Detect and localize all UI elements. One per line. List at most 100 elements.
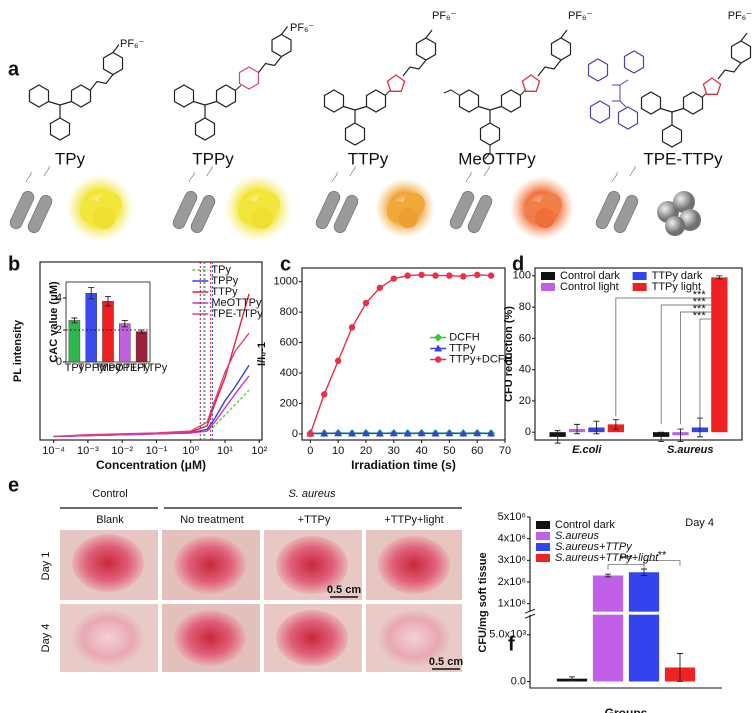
bar <box>135 331 148 363</box>
x-axis-label: Groups <box>605 706 648 713</box>
scale-bar-label: 0.5 cm <box>429 656 463 668</box>
x-tick-label: 60 <box>471 445 483 457</box>
y-tick-label: 0.0 <box>511 675 526 687</box>
y-tick-label: 40 <box>519 364 531 376</box>
x-tick-label: 10⁻² <box>111 445 133 457</box>
error-bar <box>658 431 665 443</box>
legend-label: Control dark <box>560 270 620 282</box>
plot-frame <box>301 267 506 441</box>
series-line <box>53 364 250 438</box>
y-tick-label: 2 <box>56 324 62 336</box>
marker <box>320 429 329 437</box>
axis-break <box>525 611 722 615</box>
bar <box>592 575 624 682</box>
x-tick-label: 10⁰ <box>182 445 199 457</box>
legend-label: Control dark <box>555 519 615 531</box>
column-header: No treatment <box>180 514 244 526</box>
y-tick-label: 2x10⁶ <box>498 576 526 588</box>
counterion: PF₆⁻ <box>568 10 592 22</box>
x-tick-label: 10¹ <box>217 445 233 457</box>
compound-name: MeOTTPy <box>458 149 536 168</box>
y-tick-label: 1000 <box>274 276 298 288</box>
x-tick-label: 20 <box>360 445 372 457</box>
y-tick-label: 0 <box>525 426 531 438</box>
legend-swatch <box>536 532 550 540</box>
error-bar <box>574 423 581 435</box>
legend-swatch <box>536 543 550 551</box>
x-tick-label: 10⁻³ <box>77 445 99 457</box>
y-tick-label: 60 <box>519 332 531 344</box>
significance-bracket <box>699 318 712 420</box>
significance-label: *** <box>693 303 707 315</box>
y-axis-label: CFU reduction (%) <box>503 306 515 402</box>
panel-label: c <box>280 253 291 275</box>
marker <box>334 429 343 437</box>
y-axis-label: I/I₀-1 <box>256 342 268 366</box>
y-tick-label: 1x10⁶ <box>498 598 526 610</box>
group-header: S. aureus <box>288 488 336 500</box>
bar <box>711 277 728 433</box>
y-axis-label: CFU/mg soft tissue <box>477 552 489 652</box>
legend-label: S.aureus+TTPy <box>555 541 633 553</box>
y-tick-label: 4 <box>56 292 62 304</box>
significance-bracket <box>615 297 712 417</box>
bar <box>102 301 114 363</box>
group-header: Control <box>92 488 127 500</box>
legend-swatch <box>541 272 555 280</box>
marker <box>361 429 370 437</box>
legend-label: MeOTTPy <box>211 297 262 309</box>
legend-label: TTPy light <box>652 281 702 293</box>
aggregate-illustrations <box>7 165 701 242</box>
annotation: Day 4 <box>685 517 714 529</box>
legend-marker <box>434 344 443 352</box>
legend-swatch <box>632 272 647 280</box>
legend-label: S.aureus <box>555 530 600 542</box>
x-axis-label: Concentration (μM) <box>96 458 206 472</box>
structure-tppy <box>175 27 292 141</box>
legend-swatch <box>536 521 550 529</box>
marker <box>487 272 495 279</box>
x-tick-label: 50 <box>443 445 455 457</box>
y-tick-label: 400 <box>280 367 298 379</box>
y-tick-label: 800 <box>280 306 298 318</box>
y-tick-label: 5x10⁶ <box>498 511 526 523</box>
y-tick-label: 5.0x10³ <box>489 629 526 641</box>
bar <box>85 293 97 363</box>
legend-marker <box>434 333 443 342</box>
error-bar <box>605 573 611 578</box>
compound-name: TTPy <box>348 149 389 168</box>
marker <box>403 429 412 437</box>
x-tick-label: 10⁻⁴ <box>42 445 65 457</box>
x-tick-label: MeOTTPy <box>100 362 151 374</box>
compound-name: TPy <box>55 149 86 168</box>
marker <box>348 429 357 437</box>
error-bar <box>88 287 95 300</box>
structure-tpy <box>30 45 123 141</box>
legend-label: TPPy <box>211 275 238 287</box>
y-tick-label: 100 <box>513 270 531 282</box>
marker <box>431 429 440 437</box>
legend-label: S.aureus+TTPy+light <box>555 552 659 564</box>
y-tick-label: 80 <box>519 301 531 313</box>
legend-swatch <box>632 283 647 291</box>
x-tick-label: TTPy <box>95 362 122 374</box>
marker <box>460 273 467 280</box>
y-tick-label: 0 <box>56 356 62 368</box>
marker <box>418 271 425 279</box>
structure-ttpy <box>325 30 436 145</box>
legend-label: TTPy+DCFH <box>449 353 512 365</box>
legend-label: Control light <box>560 281 619 293</box>
x-tick-label: TPE-TTPy <box>116 362 168 374</box>
error-bar <box>612 419 619 430</box>
x-tick-label: TPy <box>65 362 85 374</box>
x-tick-label: 10 <box>332 445 344 457</box>
legend-swatch <box>541 283 555 291</box>
marker <box>307 430 314 438</box>
legend-label: TTPy <box>449 342 476 354</box>
marker <box>446 272 453 279</box>
row-header: Day 4 <box>40 624 52 653</box>
x-tick-label: 40 <box>415 445 427 457</box>
bar <box>68 320 81 363</box>
significance-label: *** <box>693 296 707 308</box>
